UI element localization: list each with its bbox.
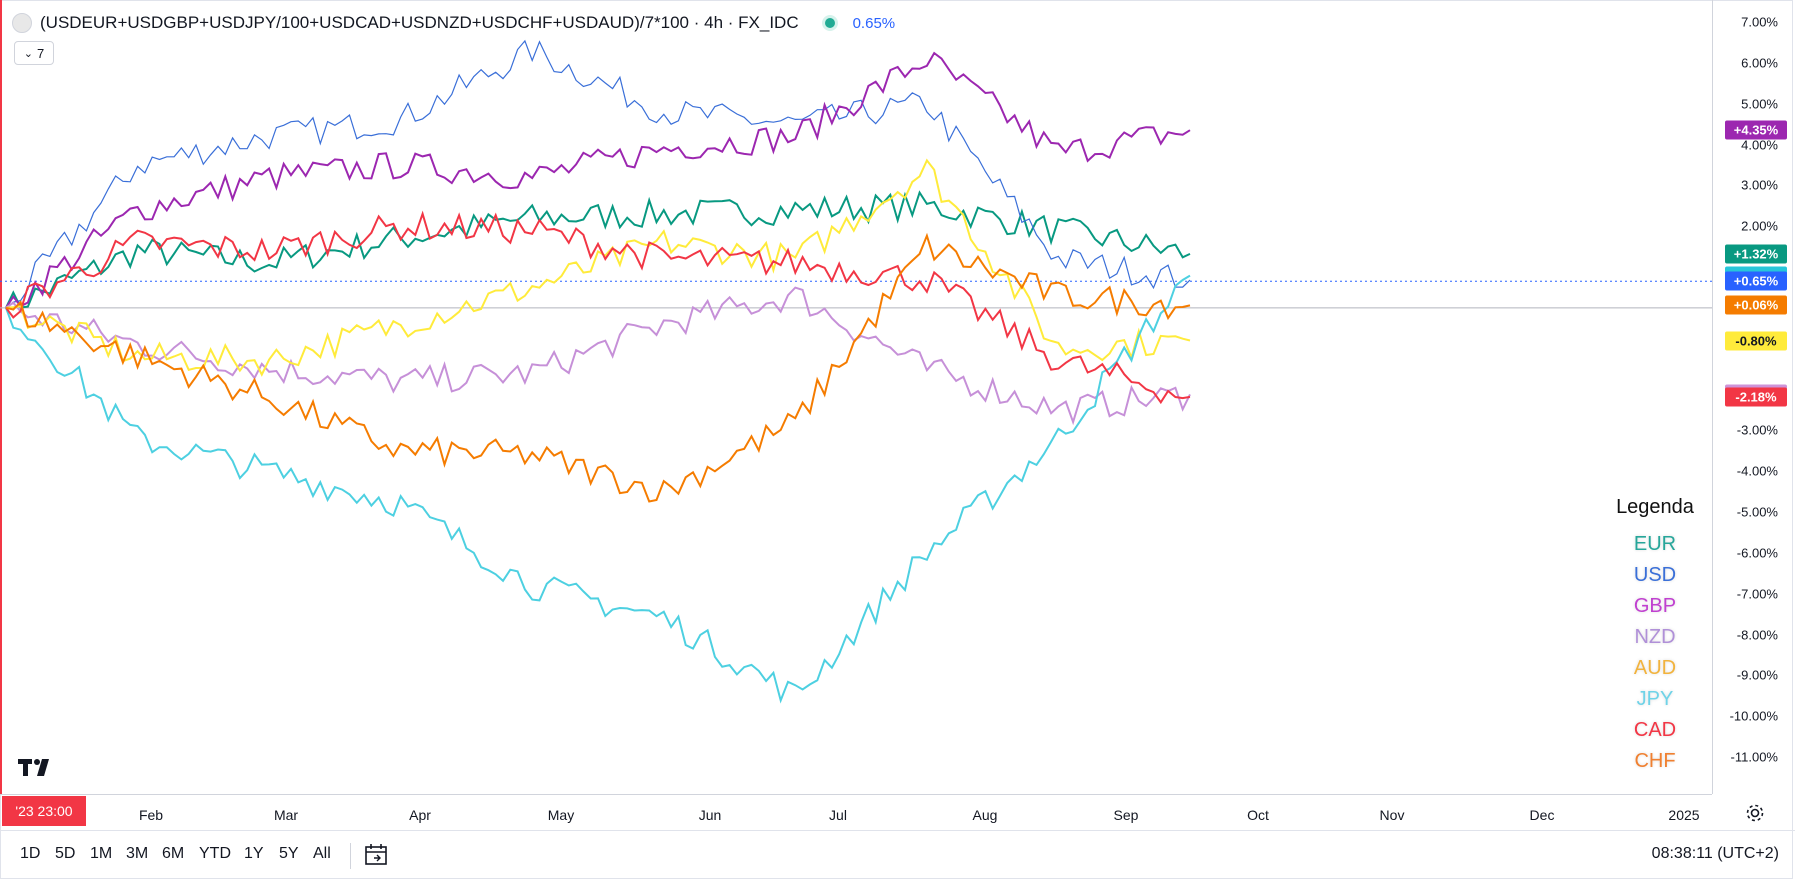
toolbar-separator — [350, 843, 351, 869]
go-to-date-calendar-icon[interactable] — [364, 843, 390, 867]
series-line-usd[interactable] — [5, 39, 1191, 309]
bottom-toolbar: 08:38:11 (UTC+2) 1D 5D 1M 3M 6M YTD 1Y 5Y All — [0, 830, 1795, 881]
clock-timezone[interactable]: 08:38:11 (UTC+2) — [1651, 845, 1779, 862]
y-tick-label: 6.00% — [1741, 55, 1778, 71]
legend-item-usd: USD — [1633, 564, 1677, 586]
y-tick-label: -10.00% — [1729, 708, 1778, 724]
range-button-5d[interactable]: 5D — [55, 845, 76, 862]
time-axis[interactable]: Feb Mar Apr May Jun Jul Aug Sep Oct Nov Dec 2025 — [0, 794, 1712, 831]
x-tick-label: 2025 — [1668, 807, 1700, 823]
price-label-pill: +1.32% — [1725, 244, 1787, 264]
y-tick-label: -11.00% — [1730, 749, 1778, 765]
legend-item-chf: CHF — [1634, 750, 1676, 772]
y-tick-label: -6.00% — [1736, 545, 1778, 561]
series-line-chf[interactable] — [5, 232, 1191, 503]
range-button-6m[interactable]: 6M — [162, 845, 185, 862]
indicator-count: 7 — [36, 45, 45, 61]
x-tick-label: Feb — [138, 807, 164, 823]
symbol-logo-icon — [12, 13, 32, 33]
range-button-5y[interactable]: 5Y — [279, 845, 299, 862]
legend-item-aud: AUD — [1633, 657, 1677, 679]
legend-item-nzd: NZD — [1634, 626, 1676, 648]
price-label-pill: +4.35% — [1725, 120, 1787, 140]
y-tick-label: -4.00% — [1736, 463, 1778, 479]
y-tick-label: -3.00% — [1736, 422, 1778, 438]
series-line-eur[interactable] — [5, 190, 1191, 309]
legend-item-cad: CAD — [1633, 719, 1677, 741]
range-button-1y[interactable]: 1Y — [244, 845, 264, 862]
x-tick-label: Aug — [972, 807, 998, 823]
y-tick-label: -8.00% — [1736, 627, 1778, 642]
price-axis[interactable]: 7.00% 6.00% 5.00% 4.00% 3.00% 2.00% -3.00% -4.0… — [1712, 0, 1795, 794]
legend-item-jpy: JPY — [1636, 688, 1674, 710]
chevron-down-icon: ⌄ — [23, 47, 33, 60]
time-axis-start-label: '23 23:00 — [2, 796, 86, 826]
settings-gear-icon[interactable] — [1744, 802, 1766, 824]
chart-header: (USDEUR+USDGBP+USDJPY/100+USDCAD+USDNZD+… — [12, 10, 895, 36]
series-line-nzd[interactable] — [5, 286, 1191, 426]
price-label-pill: +0.06% — [1725, 295, 1787, 315]
range-button-all[interactable]: All — [313, 845, 331, 862]
price-label-pill: -2.18% — [1725, 387, 1787, 407]
x-tick-label: Jul — [829, 807, 847, 823]
x-tick-label: Oct — [1247, 807, 1269, 823]
series-line-aud[interactable] — [5, 158, 1191, 377]
range-button-1m[interactable]: 1M — [90, 845, 113, 862]
legend-title: Legenda — [1616, 496, 1694, 518]
price-label-pill: +0.65% — [1725, 271, 1787, 291]
x-tick-label: Mar — [273, 807, 299, 823]
x-tick-label: May — [547, 807, 575, 823]
collapse-indicators-button[interactable]: ⌄ 7 — [14, 41, 54, 65]
range-button-3m[interactable]: 3M — [126, 845, 149, 862]
y-tick-label: -5.00% — [1736, 504, 1778, 520]
y-tick-label: -7.00% — [1736, 586, 1778, 602]
x-tick-label: Sep — [1113, 807, 1139, 823]
legend-item-gbp: GBP — [1633, 595, 1677, 617]
plot-area[interactable] — [0, 0, 1712, 794]
y-tick-label: 7.00% — [1741, 14, 1778, 30]
symbol-title[interactable]: (USDEUR+USDGBP+USDJPY/100+USDCAD+USDNZD+… — [40, 13, 799, 32]
price-label-pill: -0.80% — [1725, 331, 1787, 350]
series-line-jpy[interactable] — [5, 274, 1191, 704]
series-line-cad[interactable] — [5, 210, 1191, 405]
y-tick-label: 4.00% — [1741, 137, 1778, 152]
market-status-icon — [824, 18, 835, 28]
last-value: 0.65% — [852, 14, 896, 32]
x-tick-label: Jun — [698, 807, 722, 823]
chart-left-edge — [0, 0, 2, 794]
x-tick-label: Nov — [1379, 807, 1405, 823]
x-tick-label: Apr — [409, 807, 431, 823]
range-button-ytd[interactable]: YTD — [199, 845, 231, 862]
y-tick-label: 3.00% — [1741, 177, 1778, 193]
range-button-1d[interactable]: 1D — [20, 845, 41, 862]
legend-item-eur: EUR — [1633, 533, 1677, 555]
y-tick-label: 2.00% — [1741, 218, 1778, 234]
y-tick-label: 5.00% — [1741, 96, 1778, 112]
tradingview-logo-icon — [18, 759, 49, 776]
x-tick-label: Dec — [1529, 807, 1555, 823]
series-line-gbp[interactable] — [5, 51, 1191, 309]
legend: Legenda EUR USD GBP NZD AUD JPY CAD CHF — [1600, 496, 1710, 777]
y-tick-label: -9.00% — [1736, 667, 1778, 683]
